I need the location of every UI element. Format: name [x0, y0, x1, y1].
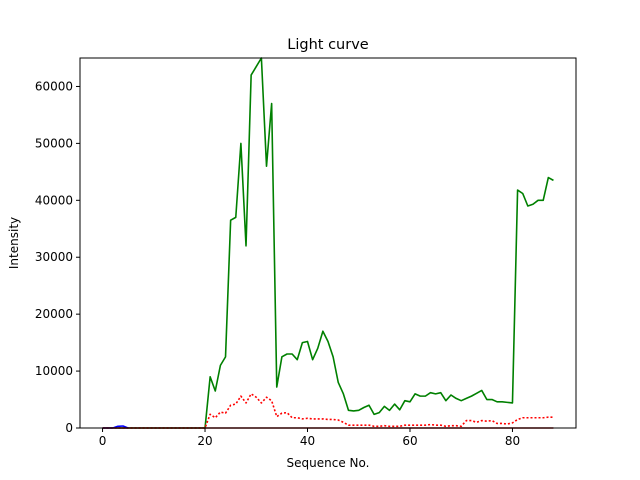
y-tick-label: 30000: [35, 250, 73, 264]
y-tick-label: 60000: [35, 79, 73, 93]
x-axis-label: Sequence No.: [287, 456, 370, 470]
chart-title: Light curve: [287, 37, 369, 53]
series-line-2: [102, 393, 554, 429]
y-tick-label: 20000: [35, 307, 73, 321]
y-tick-label: 0: [65, 421, 73, 435]
x-tick-label: 80: [505, 434, 520, 448]
y-tick-label: 10000: [35, 364, 73, 378]
x-tick-label: 0: [99, 434, 107, 448]
y-axis-label: Intensity: [7, 217, 21, 269]
x-tick-label: 60: [402, 434, 417, 448]
x-tick-label: 20: [197, 434, 212, 448]
x-tick-label: 40: [300, 434, 315, 448]
x-ticks: 0 20 40 60 80: [99, 428, 520, 448]
y-tick-label: 50000: [35, 136, 73, 150]
y-tick-label: 40000: [35, 193, 73, 207]
y-ticks: 0 10000 20000 30000 40000 50000 60000: [35, 79, 80, 435]
axes-frame: [79, 57, 577, 429]
